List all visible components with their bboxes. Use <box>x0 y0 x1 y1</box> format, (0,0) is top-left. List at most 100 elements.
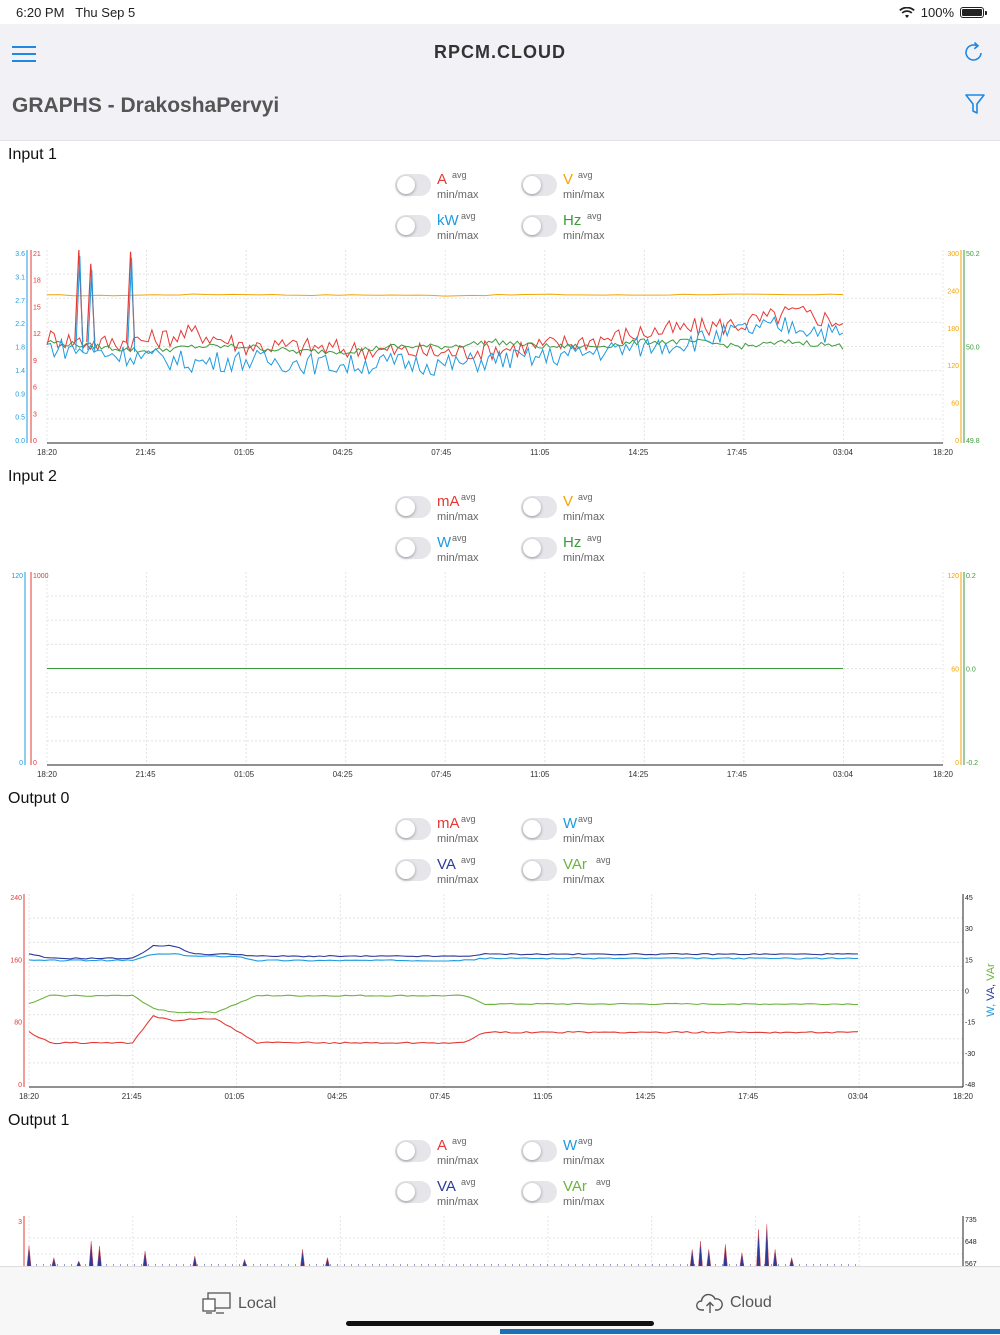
x-tick-label: 11:05 <box>533 1092 553 1101</box>
y-tick-label: 80 <box>14 1020 22 1027</box>
spike-mark <box>192 1255 198 1266</box>
spike-mark <box>88 1240 94 1266</box>
x-tick-label: 14:25 <box>628 448 649 457</box>
toggle-label: VAr <box>563 1178 587 1195</box>
toggle-avg-label: avg <box>587 211 602 221</box>
series-line-var <box>28 994 859 1014</box>
toggle-switch[interactable] <box>521 859 557 881</box>
y-tick-label: 0 <box>33 760 37 767</box>
spike-mark <box>242 1258 247 1266</box>
toggle-var[interactable]: VAr avg min/max <box>519 855 639 895</box>
y-tick-label: 15 <box>965 957 973 964</box>
toggle-hz[interactable]: Hz avg min/max <box>519 533 639 573</box>
section-title-input-1: Input 1 <box>8 146 57 163</box>
toggle-label: A <box>437 1137 448 1154</box>
x-tick-label: 01:05 <box>224 1092 245 1101</box>
spike-mark <box>127 257 136 352</box>
toggle-minmax-label: min/max <box>563 511 605 523</box>
toggle-switch[interactable] <box>395 537 431 559</box>
toggle-avg-label: avg <box>578 170 593 180</box>
x-tick-label: 03:04 <box>833 448 854 457</box>
toggle-switch[interactable] <box>521 496 557 518</box>
toggle-switch[interactable] <box>395 1181 431 1203</box>
time-text: 6:20 PM <box>16 5 65 20</box>
toggle-switch[interactable] <box>395 1140 431 1162</box>
toggle-knob <box>523 1142 541 1160</box>
x-tick-label: 04:25 <box>333 448 354 457</box>
toggle-switch[interactable] <box>521 537 557 559</box>
toggle-va[interactable]: VA avg min/max <box>393 1177 513 1217</box>
section-title-input-2: Input 2 <box>8 468 57 485</box>
toggle-label: W <box>563 1137 578 1154</box>
x-tick-label: 03:04 <box>848 1092 869 1101</box>
spike-mark <box>706 1249 711 1266</box>
y-tick-label: 0 <box>955 760 959 767</box>
toggle-avg-label: avg <box>461 1177 476 1187</box>
toggle-knob <box>397 820 415 838</box>
toggle-kw[interactable]: kW avg min/max <box>393 211 513 251</box>
y-tick-label: 1.4 <box>15 368 25 375</box>
hamburger-menu-icon[interactable] <box>12 46 36 64</box>
toggle-label: VA <box>437 856 456 873</box>
toggle-avg-label: avg <box>452 1136 467 1146</box>
toggle-minmax-label: min/max <box>563 189 605 201</box>
y-tick-label: 3.6 <box>15 251 25 258</box>
toggle-switch[interactable] <box>395 859 431 881</box>
toggle-avg-label: avg <box>596 1177 611 1187</box>
toggle-var[interactable]: VAr avg min/max <box>519 1177 639 1217</box>
x-tick-label: 14:25 <box>628 770 649 779</box>
toggle-switch[interactable] <box>521 818 557 840</box>
page-title: GRAPHS - DrakoshaPervyi <box>12 94 280 117</box>
y-tick-label: 0.5 <box>15 415 25 422</box>
tab-local[interactable]: Local <box>202 1291 276 1317</box>
y-tick-label: 735 <box>965 1217 977 1224</box>
y-tick-label: 0.2 <box>966 573 976 580</box>
spike-mark <box>76 1260 81 1266</box>
spike-mark <box>789 1257 794 1266</box>
y-tick-label: 300 <box>947 251 959 258</box>
tab-cloud[interactable]: Cloud <box>696 1291 772 1315</box>
status-bar: 6:20 PM Thu Sep 5 100% <box>0 0 1000 24</box>
x-tick-label: 17:45 <box>727 448 748 457</box>
toggle-switch[interactable] <box>395 496 431 518</box>
toggle-va[interactable]: VA avg min/max <box>393 855 513 895</box>
tab-local-label: Local <box>238 1295 277 1312</box>
x-tick-label: 01:05 <box>234 448 255 457</box>
spike-mark <box>142 1250 148 1266</box>
x-tick-label: 21:45 <box>122 1092 143 1101</box>
spike-mark <box>26 1245 32 1266</box>
series-line-v <box>46 293 844 297</box>
toggle-switch[interactable] <box>395 215 431 237</box>
filter-icon[interactable] <box>964 92 986 116</box>
toggle-hz[interactable]: Hz avg min/max <box>519 211 639 251</box>
toggle-switch[interactable] <box>395 818 431 840</box>
y-tick-label: 2.2 <box>15 321 25 328</box>
toggle-knob <box>523 539 541 557</box>
toggle-avg-label: avg <box>578 492 593 502</box>
toggle-label: V <box>563 493 574 510</box>
toggle-switch[interactable] <box>395 174 431 196</box>
toggle-switch[interactable] <box>521 1140 557 1162</box>
toggle-label: W <box>563 815 578 832</box>
toggle-ma[interactable]: mA avg min/max <box>393 814 513 854</box>
toggle-minmax-label: min/max <box>563 552 605 564</box>
date-text: Thu Sep 5 <box>75 5 136 20</box>
toggle-switch[interactable] <box>521 1181 557 1203</box>
toggle-knob <box>523 861 541 879</box>
y-tick-label: 0.9 <box>15 391 25 398</box>
x-tick-label: 18:20 <box>37 448 58 457</box>
toggle-switch[interactable] <box>521 215 557 237</box>
refresh-icon[interactable] <box>962 40 986 64</box>
toggle-switch[interactable] <box>521 174 557 196</box>
toggle-label: VAr <box>563 856 587 873</box>
toggle-ma[interactable]: mA avg min/max <box>393 492 513 532</box>
y-tick-label: 120 <box>947 363 959 370</box>
